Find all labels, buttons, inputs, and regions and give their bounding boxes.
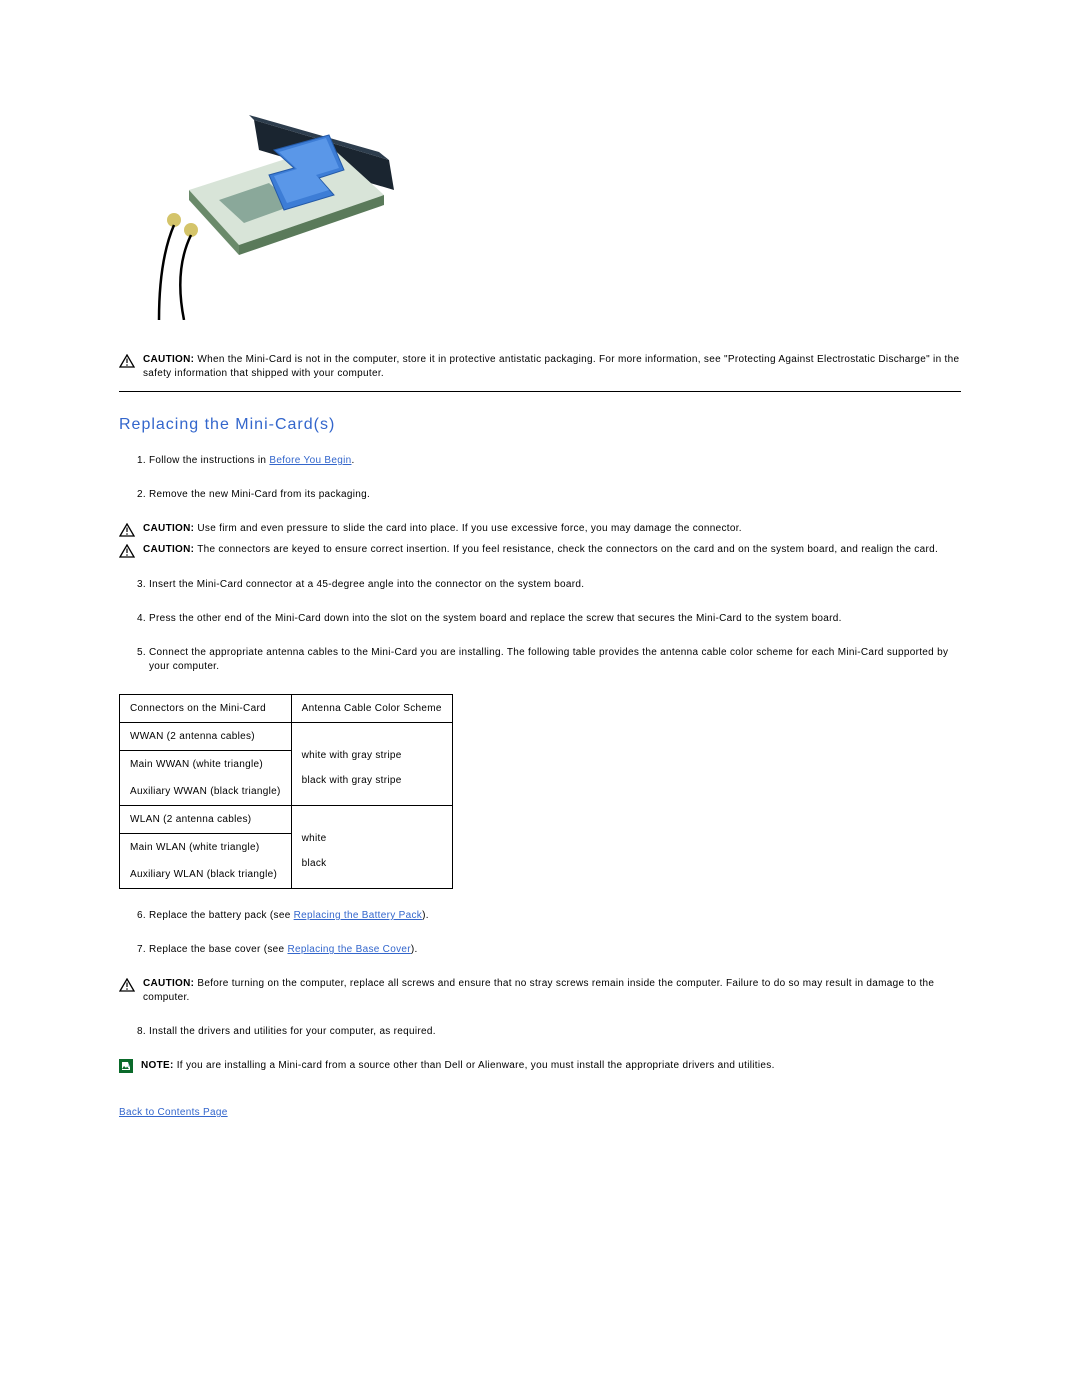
table-row: WLAN (2 antenna cables) white black <box>120 806 453 834</box>
note-text: NOTE: If you are installing a Mini-card … <box>141 1059 775 1073</box>
caution-icon <box>119 978 135 992</box>
step-4: Press the other end of the Mini-Card dow… <box>149 612 961 626</box>
antenna-table: Connectors on the Mini-Card Antenna Cabl… <box>119 694 453 889</box>
caution-text: CAUTION: When the Mini-Card is not in th… <box>143 353 961 381</box>
caution-icon <box>119 544 135 558</box>
note-icon <box>119 1059 133 1073</box>
before-you-begin-link[interactable]: Before You Begin <box>269 455 351 466</box>
step-7: Replace the base cover (see Replacing th… <box>149 943 961 957</box>
caution-text: CAUTION: Use firm and even pressure to s… <box>143 522 742 536</box>
replacing-battery-link[interactable]: Replacing the Battery Pack <box>294 910 422 921</box>
caution-pressure: CAUTION: Use firm and even pressure to s… <box>119 522 961 537</box>
divider <box>119 391 961 392</box>
caution-text: CAUTION: The connectors are keyed to ens… <box>143 543 938 557</box>
section-title: Replacing the Mini-Card(s) <box>119 416 961 434</box>
step-8: Install the drivers and utilities for yo… <box>149 1025 961 1039</box>
step-3: Insert the Mini-Card connector at a 45-d… <box>149 578 961 592</box>
back-to-contents-link[interactable]: Back to Contents Page <box>119 1107 228 1118</box>
step-1: Follow the instructions in Before You Be… <box>149 454 961 468</box>
step-6: Replace the battery pack (see Replacing … <box>149 909 961 923</box>
caution-text: CAUTION: Before turning on the computer,… <box>143 977 961 1005</box>
step-5: Connect the appropriate antenna cables t… <box>149 646 961 674</box>
step-2: Remove the new Mini-Card from its packag… <box>149 488 961 502</box>
caution-icon <box>119 523 135 537</box>
table-header-row: Connectors on the Mini-Card Antenna Cabl… <box>120 695 453 723</box>
caution-keyed: CAUTION: The connectors are keyed to ens… <box>119 543 961 558</box>
document-page: CAUTION: When the Mini-Card is not in th… <box>0 0 1080 1178</box>
table-header: Antenna Cable Color Scheme <box>291 695 452 723</box>
note-drivers: NOTE: If you are installing a Mini-card … <box>119 1059 961 1073</box>
table-row: WWAN (2 antenna cables) white with gray … <box>120 723 453 751</box>
caution-icon <box>119 354 135 368</box>
caution-storage: CAUTION: When the Mini-Card is not in th… <box>119 353 961 381</box>
mini-card-illustration <box>119 60 961 323</box>
replacing-base-cover-link[interactable]: Replacing the Base Cover <box>287 944 410 955</box>
table-header: Connectors on the Mini-Card <box>120 695 292 723</box>
caution-screws: CAUTION: Before turning on the computer,… <box>119 977 961 1005</box>
